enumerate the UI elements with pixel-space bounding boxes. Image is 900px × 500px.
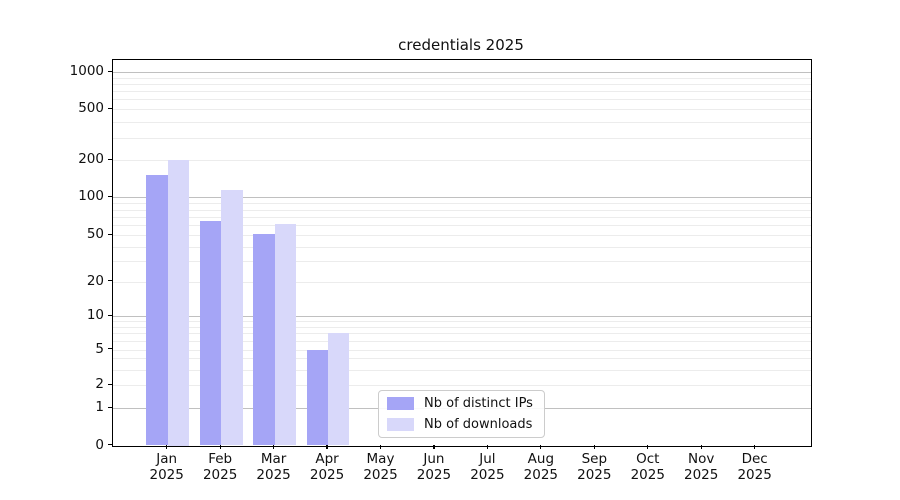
bar-distinct-ips-mar [253,234,275,446]
gridline-minor [113,160,811,161]
gridline-minor [113,109,811,111]
gridline-major [113,316,811,318]
y-tick-label: 1000 [69,63,104,79]
gridline-minor [113,340,811,342]
y-tick-label: 500 [78,100,104,117]
y-tick-label: 1 [95,399,104,416]
y-tick-mark [108,233,112,235]
gridline-major [113,197,811,199]
x-tick-mark [219,445,221,449]
legend-row: Nb of distinct IPs [387,395,536,412]
plot-area [112,59,812,447]
bar-downloads-feb [221,189,243,446]
y-tick-label: 20 [86,272,104,289]
x-tick-label: Jun 2025 [416,451,452,483]
gridline-minor [113,203,811,205]
legend-row: Nb of downloads [387,416,536,433]
y-tick-mark [108,70,112,72]
bar-distinct-ips-apr [306,349,329,446]
bar-downloads-apr [328,333,350,446]
gridline-minor [113,209,811,211]
x-tick-mark [647,445,649,449]
x-tick-mark [593,445,595,449]
y-tick-mark [108,383,112,385]
y-tick-mark [108,280,112,282]
x-tick-label: Oct 2025 [630,451,665,483]
gridline-minor [113,99,811,101]
bar-downloads-jan [167,160,190,446]
gridline-minor [113,137,811,139]
gridline-minor [113,225,811,227]
y-tick-label: 50 [86,226,104,243]
x-tick-label: Dec 2025 [737,451,772,483]
chart-title: credentials 2025 [398,36,524,54]
y-tick-mark [108,406,112,408]
y-tick-mark [108,158,112,160]
bar-distinct-ips-jan [146,175,168,446]
y-tick-label: 10 [86,307,104,324]
gridline-minor [113,333,811,335]
x-tick-mark [486,445,488,449]
gridline-minor [113,216,811,218]
y-tick-label: 5 [95,340,104,357]
x-tick-label: May 2025 [363,451,398,483]
gridline-minor [113,77,811,79]
legend-label: Nb of distinct IPs [424,396,533,411]
x-tick-mark [326,445,328,449]
x-tick-label: Mar 2025 [256,451,291,483]
gridline-minor [113,246,811,248]
x-tick-mark [754,445,756,449]
legend-swatch-downloads [387,418,414,431]
x-tick-label: Aug 2025 [523,451,559,483]
x-tick-mark [540,445,542,449]
gridline-minor [113,235,811,237]
legend: Nb of distinct IPs Nb of downloads [378,390,545,438]
gridline-minor [113,121,811,123]
x-tick-label: Jul 2025 [470,451,505,483]
y-tick-label: 2 [95,376,104,393]
gridline-minor [113,358,811,360]
gridline-minor [113,385,811,387]
gridline-minor [113,321,811,323]
x-tick-mark [700,445,702,449]
y-tick-mark [108,314,112,316]
y-tick-mark [108,348,112,350]
gridline-minor [113,327,811,329]
gridline-minor [113,91,811,93]
x-tick-mark [433,445,435,449]
x-tick-label: Nov 2025 [684,451,719,483]
gridline-minor [113,261,811,263]
x-tick-label: Sep 2025 [577,451,612,483]
bar-distinct-ips-feb [199,220,222,446]
x-tick-mark [379,445,382,449]
gridline-major [113,72,811,73]
legend-label: Nb of downloads [424,417,533,432]
x-tick-mark [166,445,168,449]
x-tick-label: Apr 2025 [309,451,345,483]
y-tick-mark [108,107,112,109]
x-tick-label: Jan 2025 [149,451,184,483]
gridline-minor [113,281,811,283]
bar-downloads-mar [274,224,296,446]
gridline-minor [113,84,811,85]
x-tick-mark [273,445,275,449]
y-tick-label: 200 [78,151,104,167]
gridline-minor [113,349,811,351]
legend-swatch-distinct-ips [387,397,414,410]
y-tick-mark [108,195,112,197]
y-tick-label: 100 [78,188,104,205]
y-tick-mark [108,444,112,446]
y-tick-label: 0 [95,436,104,453]
x-tick-label: Feb 2025 [202,451,238,483]
gridline-minor [113,369,811,371]
